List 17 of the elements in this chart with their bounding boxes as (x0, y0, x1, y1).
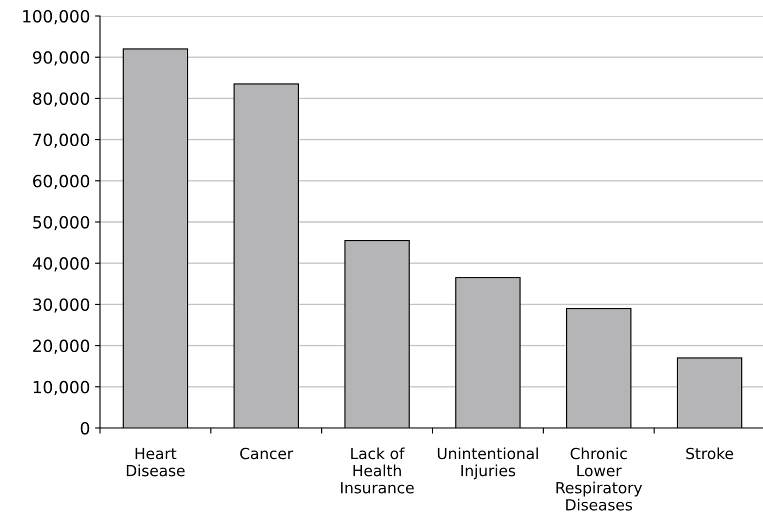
y-tick-label: 10,000 (34, 380, 90, 396)
y-tick-label: 60,000 (33, 174, 90, 190)
y-tick-label: 0 (80, 422, 90, 435)
y-tick-label: 80,000 (33, 92, 90, 107)
x-tick-label: Cancer (240, 448, 294, 460)
y-tick-label: 70,000 (33, 134, 90, 148)
x-tick-label: Chronic Lower Respiratory Diseases (556, 447, 642, 511)
y-tick-label: 20,000 (33, 340, 90, 354)
x-tick-label: Unintentional Injuries (438, 447, 538, 480)
x-tick-label: Lack of Health Insurance (341, 447, 414, 494)
x-tick-label: Heart Disease (126, 448, 185, 476)
y-tick-label: 30,000 (33, 298, 90, 313)
y-tick-label: 100,000 (23, 10, 90, 24)
y-tick-label: 40,000 (32, 257, 90, 272)
x-tick-label: Stroke (686, 447, 734, 460)
y-tick-label: 50,000 (33, 216, 90, 230)
y-tick-label: 90,000 (33, 51, 90, 66)
